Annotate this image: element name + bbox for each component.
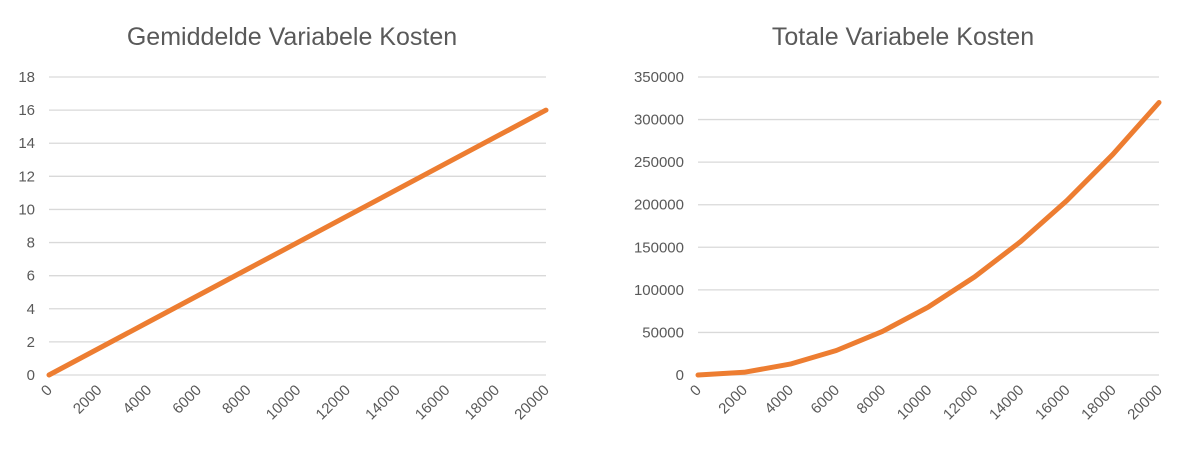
x-tick-label: 20000: [511, 382, 553, 424]
x-tick-label: 18000: [462, 382, 504, 424]
y-tick-label: 0: [676, 367, 684, 384]
x-tick-label: 6000: [808, 382, 844, 418]
y-tick-label: 0: [27, 367, 35, 384]
x-tick-label: 14000: [986, 382, 1028, 424]
total-variable-cost-chart: Totale Variabele Kosten 0500001000001500…: [634, 23, 1166, 424]
x-tick-label: 0: [687, 382, 705, 400]
x-tick-label: 4000: [761, 382, 797, 418]
x-axis-tick-labels: 0 2000 4000 6000 8000 10000 12000 14000 16000 180…: [687, 382, 1166, 424]
x-axis-tick-labels: 0 2000 4000 6000 8000 10000 12000 14000 16000 180…: [38, 382, 553, 424]
x-tick-label: 14000: [362, 382, 404, 424]
x-tick-label: 16000: [412, 382, 454, 424]
x-tick-label: 4000: [120, 382, 156, 418]
y-tick-label: 8: [27, 235, 35, 252]
y-tick-label: 100000: [634, 282, 684, 299]
chart-title: Gemiddelde Variabele Kosten: [127, 23, 457, 51]
y-tick-label: 350000: [634, 69, 684, 86]
average-variable-cost-chart: Gemiddelde Variabele Kosten 0 2 4 6 8 10 12 14 1…: [18, 23, 553, 424]
y-tick-label: 2: [27, 334, 35, 351]
y-tick-label: 14: [18, 135, 35, 152]
chart-title: Totale Variabele Kosten: [772, 23, 1034, 51]
x-tick-label: 12000: [313, 382, 355, 424]
y-tick-label: 250000: [634, 154, 684, 171]
x-tick-label: 16000: [1032, 382, 1074, 424]
x-tick-label: 18000: [1078, 382, 1120, 424]
y-tick-label: 6: [27, 268, 35, 285]
gridlines: [698, 76, 1159, 376]
x-tick-label: 6000: [169, 382, 205, 418]
x-tick-label: 20000: [1124, 382, 1166, 424]
x-tick-label: 2000: [70, 382, 106, 418]
series-line: [46, 107, 549, 378]
y-tick-label: 4: [27, 301, 35, 318]
series-line: [695, 100, 1162, 378]
y-tick-label: 300000: [634, 112, 684, 129]
y-axis-tick-labels: 0 2 4 6 8 10 12 14 16 18: [18, 69, 35, 384]
x-tick-label: 12000: [940, 382, 982, 424]
y-tick-label: 50000: [642, 324, 684, 341]
y-tick-label: 16: [18, 102, 35, 119]
y-tick-label: 12: [18, 168, 35, 185]
y-axis-tick-labels: 0 50000 100000 150000 200000 250000 300000 3500…: [634, 69, 684, 384]
x-tick-label: 2000: [715, 382, 751, 418]
gridlines: [49, 76, 546, 376]
x-tick-label: 8000: [854, 382, 890, 418]
x-tick-label: 10000: [894, 382, 936, 424]
y-tick-label: 10: [18, 201, 35, 218]
y-tick-label: 150000: [634, 239, 684, 256]
y-tick-label: 18: [18, 69, 35, 86]
x-tick-label: 8000: [219, 382, 255, 418]
x-tick-label: 0: [38, 382, 56, 400]
x-tick-label: 10000: [263, 382, 305, 424]
y-tick-label: 200000: [634, 197, 684, 214]
